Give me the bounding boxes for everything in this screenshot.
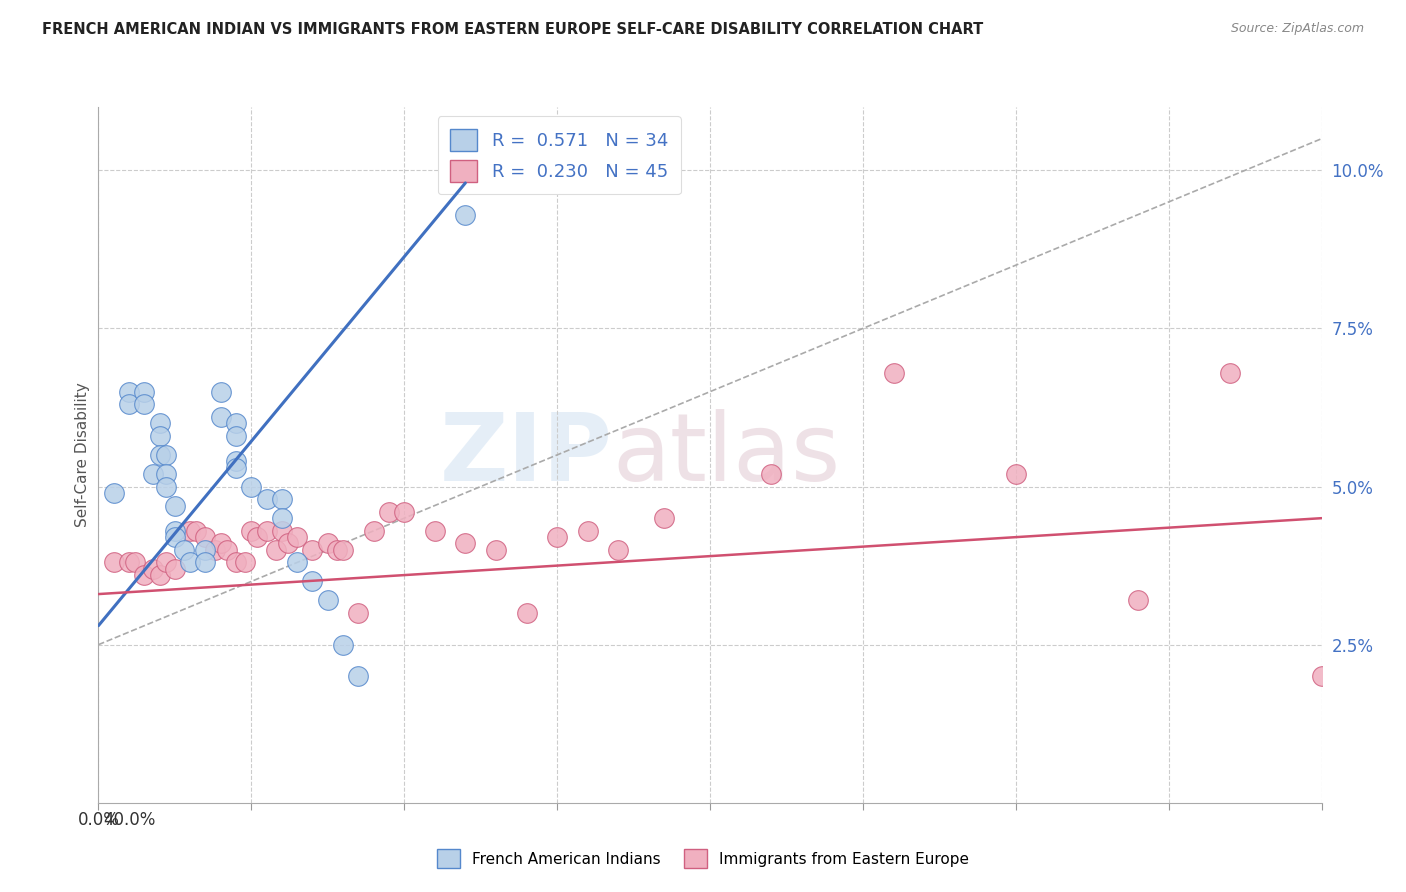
- Point: [256, 492, 278, 507]
- Point: [423, 524, 446, 538]
- Point: [1219, 366, 1241, 380]
- Point: [485, 542, 508, 557]
- Point: [118, 397, 141, 411]
- Point: [546, 530, 568, 544]
- Point: [209, 536, 232, 550]
- Point: [363, 524, 385, 538]
- Point: [1004, 467, 1026, 481]
- Point: [332, 542, 354, 557]
- Point: [186, 524, 208, 538]
- Text: atlas: atlas: [612, 409, 841, 501]
- Point: [256, 524, 278, 538]
- Point: [1128, 593, 1150, 607]
- Point: [347, 669, 370, 683]
- Point: [103, 486, 125, 500]
- Point: [209, 409, 232, 424]
- Point: [652, 511, 675, 525]
- Point: [155, 556, 177, 570]
- Text: Source: ZipAtlas.com: Source: ZipAtlas.com: [1230, 22, 1364, 36]
- Point: [301, 542, 323, 557]
- Point: [301, 574, 323, 589]
- Point: [194, 556, 217, 570]
- Point: [215, 542, 238, 557]
- Point: [285, 530, 308, 544]
- Point: [607, 542, 630, 557]
- Point: [194, 542, 217, 557]
- Point: [347, 606, 370, 620]
- Point: [155, 448, 177, 462]
- Point: [270, 492, 294, 507]
- Point: [270, 511, 294, 525]
- Point: [576, 524, 599, 538]
- Point: [134, 397, 156, 411]
- Point: [454, 208, 477, 222]
- Point: [1310, 669, 1333, 683]
- Point: [149, 448, 172, 462]
- Point: [316, 536, 339, 550]
- Legend: R =  0.571   N = 34, R =  0.230   N = 45: R = 0.571 N = 34, R = 0.230 N = 45: [437, 116, 681, 194]
- Point: [225, 556, 247, 570]
- Point: [163, 562, 186, 576]
- Text: ZIP: ZIP: [439, 409, 612, 501]
- Point: [149, 568, 172, 582]
- Point: [332, 638, 354, 652]
- Point: [240, 524, 263, 538]
- Y-axis label: Self-Care Disability: Self-Care Disability: [75, 383, 90, 527]
- Point: [103, 556, 125, 570]
- Point: [316, 593, 339, 607]
- Point: [277, 536, 299, 550]
- Point: [209, 384, 232, 399]
- Point: [326, 542, 349, 557]
- Point: [173, 542, 195, 557]
- Point: [134, 568, 156, 582]
- Point: [163, 524, 186, 538]
- Point: [142, 562, 165, 576]
- Point: [163, 499, 186, 513]
- Point: [225, 429, 247, 443]
- Point: [163, 530, 186, 544]
- Point: [142, 467, 165, 481]
- Point: [118, 384, 141, 399]
- Point: [246, 530, 269, 544]
- Point: [124, 556, 146, 570]
- Point: [118, 556, 141, 570]
- Point: [516, 606, 538, 620]
- Point: [761, 467, 783, 481]
- Point: [179, 556, 201, 570]
- Point: [225, 417, 247, 431]
- Point: [155, 467, 177, 481]
- Legend: French American Indians, Immigrants from Eastern Europe: French American Indians, Immigrants from…: [429, 841, 977, 875]
- Point: [225, 460, 247, 475]
- Point: [270, 524, 294, 538]
- Point: [240, 479, 263, 493]
- Point: [149, 417, 172, 431]
- Point: [454, 536, 477, 550]
- Point: [179, 524, 201, 538]
- Point: [883, 366, 905, 380]
- Point: [134, 384, 156, 399]
- Point: [225, 454, 247, 468]
- Point: [204, 542, 226, 557]
- Point: [285, 556, 308, 570]
- Point: [149, 429, 172, 443]
- Point: [392, 505, 416, 519]
- Text: FRENCH AMERICAN INDIAN VS IMMIGRANTS FROM EASTERN EUROPE SELF-CARE DISABILITY CO: FRENCH AMERICAN INDIAN VS IMMIGRANTS FRO…: [42, 22, 983, 37]
- Text: 40.0%: 40.0%: [103, 811, 155, 830]
- Point: [233, 556, 256, 570]
- Point: [194, 530, 217, 544]
- Point: [378, 505, 401, 519]
- Point: [264, 542, 287, 557]
- Text: 0.0%: 0.0%: [77, 811, 120, 830]
- Point: [155, 479, 177, 493]
